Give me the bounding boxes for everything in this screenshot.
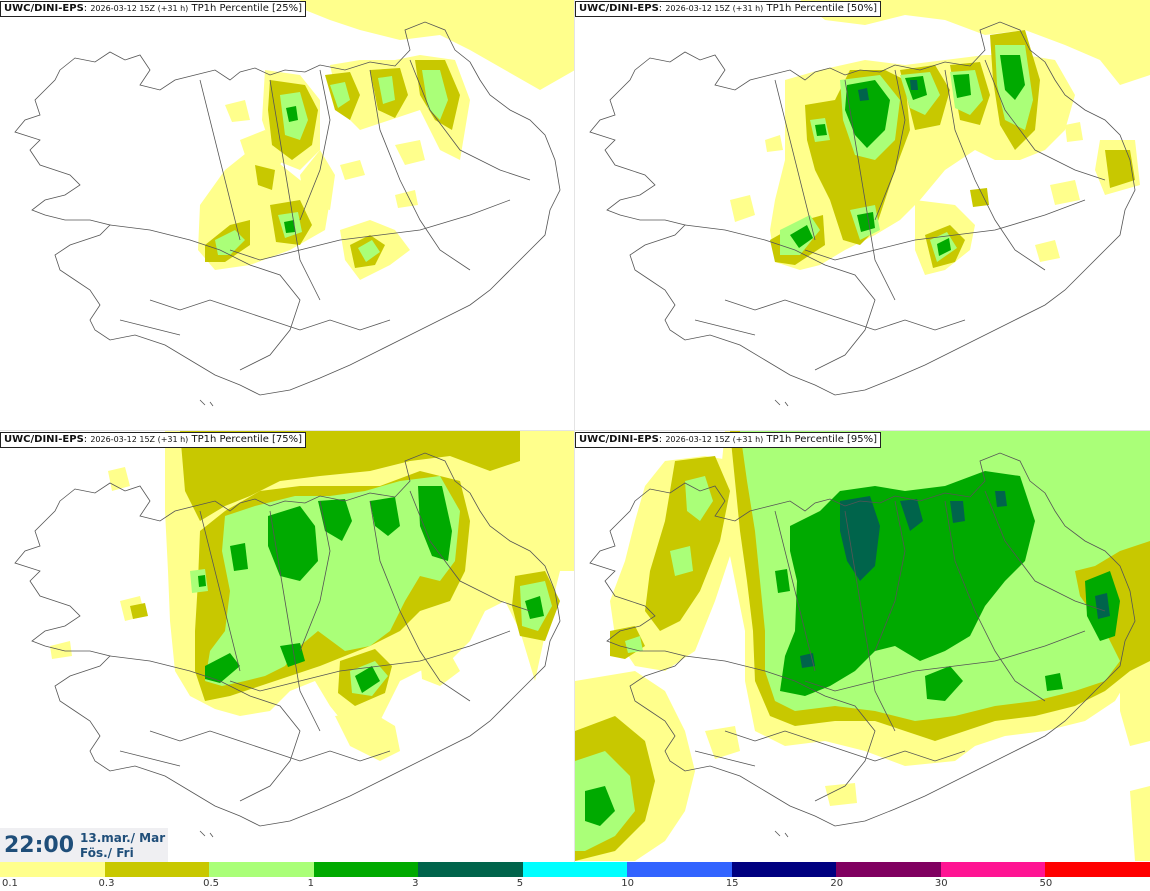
colorbar-segment bbox=[522, 862, 628, 877]
panel-source-label: UWC/DINI-EPS bbox=[579, 3, 659, 14]
panel-title-p75: UWC/DINI-EPS: 2026-03-12 15Z (+31 h) TP1… bbox=[0, 432, 307, 448]
panel-divider-horizontal bbox=[0, 430, 1150, 431]
colorbar-segment bbox=[418, 862, 524, 877]
map-panel-p95: UWC/DINI-EPS: 2026-03-12 15Z (+31 h) TP1… bbox=[575, 431, 1150, 861]
colorbar-label: 0.5 bbox=[203, 878, 219, 889]
precip-layer-1 bbox=[198, 486, 544, 693]
precip-layer-1 bbox=[790, 55, 1025, 256]
colorbar-label: 10 bbox=[621, 878, 634, 889]
precip-layer-3 bbox=[800, 491, 1110, 668]
colorbar-segment bbox=[731, 862, 837, 877]
precip-layer-3 bbox=[858, 80, 918, 101]
colorbar-label: 3 bbox=[412, 878, 419, 889]
panel-run-label: 2026-03-12 15Z (+31 h) bbox=[90, 435, 189, 444]
colorbar-label: 1 bbox=[307, 878, 314, 889]
colorbar-label: 50 bbox=[1039, 878, 1053, 889]
panel-divider-vertical bbox=[574, 0, 575, 862]
panel-field-label: TP1h Percentile [50%] bbox=[766, 3, 878, 14]
colorbar-segment bbox=[0, 862, 105, 877]
colorbar-segment bbox=[313, 862, 419, 877]
colorbar-label: 15 bbox=[725, 878, 739, 889]
colorbar-segment bbox=[1045, 862, 1150, 877]
colorbar-segment bbox=[836, 862, 942, 877]
panel-title-p50: UWC/DINI-EPS: 2026-03-12 15Z (+31 h) TP1… bbox=[575, 1, 882, 17]
valid-time-label: 22:00 bbox=[4, 833, 75, 858]
precip-map-p95 bbox=[575, 431, 1150, 861]
precip-map-p75 bbox=[14, 431, 575, 838]
panel-field-label: TP1h Percentile [75%] bbox=[191, 434, 303, 445]
map-panel-p25: UWC/DINI-EPS: 2026-03-12 15Z (+31 h) TP1… bbox=[0, 0, 575, 430]
panel-source-label: UWC/DINI-EPS bbox=[4, 434, 84, 445]
map-panel-p50: UWC/DINI-EPS: 2026-03-12 15Z (+31 h) TP1… bbox=[575, 0, 1150, 430]
valid-date-label: 13.mar./ Mar bbox=[80, 831, 166, 845]
colorbar-label: 0.3 bbox=[98, 878, 115, 889]
valid-day-label: Fös./ Fri bbox=[80, 846, 134, 860]
colorbar-label: 5 bbox=[516, 878, 524, 889]
panel-run-label: 2026-03-12 15Z (+31 h) bbox=[90, 4, 189, 13]
panel-title-p95: UWC/DINI-EPS: 2026-03-12 15Z (+31 h) TP1… bbox=[575, 432, 882, 448]
precip-map-p50 bbox=[589, 0, 1150, 407]
panel-field-label: TP1h Percentile [95%] bbox=[766, 434, 878, 445]
panel-source-label: UWC/DINI-EPS bbox=[579, 434, 659, 445]
colorbar-segment bbox=[627, 862, 733, 877]
panel-run-label: 2026-03-12 15Z (+31 h) bbox=[665, 4, 764, 13]
precip-layer-0.1 bbox=[198, 0, 575, 280]
colorbar-label: 20 bbox=[830, 878, 844, 889]
colorbar-segment bbox=[104, 862, 210, 877]
panel-field-label: TP1h Percentile [25%] bbox=[191, 3, 303, 14]
precip-colorbar bbox=[0, 862, 1150, 877]
colorbar-segment bbox=[940, 862, 1046, 877]
panel-run-label: 2026-03-12 15Z (+31 h) bbox=[665, 435, 764, 444]
precip-layer-1 bbox=[284, 106, 298, 233]
colorbar-label: 30 bbox=[934, 878, 948, 889]
panel-source-label: UWC/DINI-EPS bbox=[4, 3, 84, 14]
valid-time-box: 22:00 13.mar./ Mar Fös./ Fri bbox=[0, 828, 168, 862]
colorbar-segment bbox=[209, 862, 315, 877]
map-panel-p75: UWC/DINI-EPS: 2026-03-12 15Z (+31 h) TP1… bbox=[0, 431, 575, 861]
panel-title-p25: UWC/DINI-EPS: 2026-03-12 15Z (+31 h) TP1… bbox=[0, 1, 307, 17]
precip-map-p25 bbox=[14, 0, 575, 407]
colorbar-label: 0.1 bbox=[2, 878, 18, 889]
precip-colorbar-labels: 0.1 0.3 0.5 1 3 5 10 15 20 30 50 bbox=[0, 877, 1150, 891]
